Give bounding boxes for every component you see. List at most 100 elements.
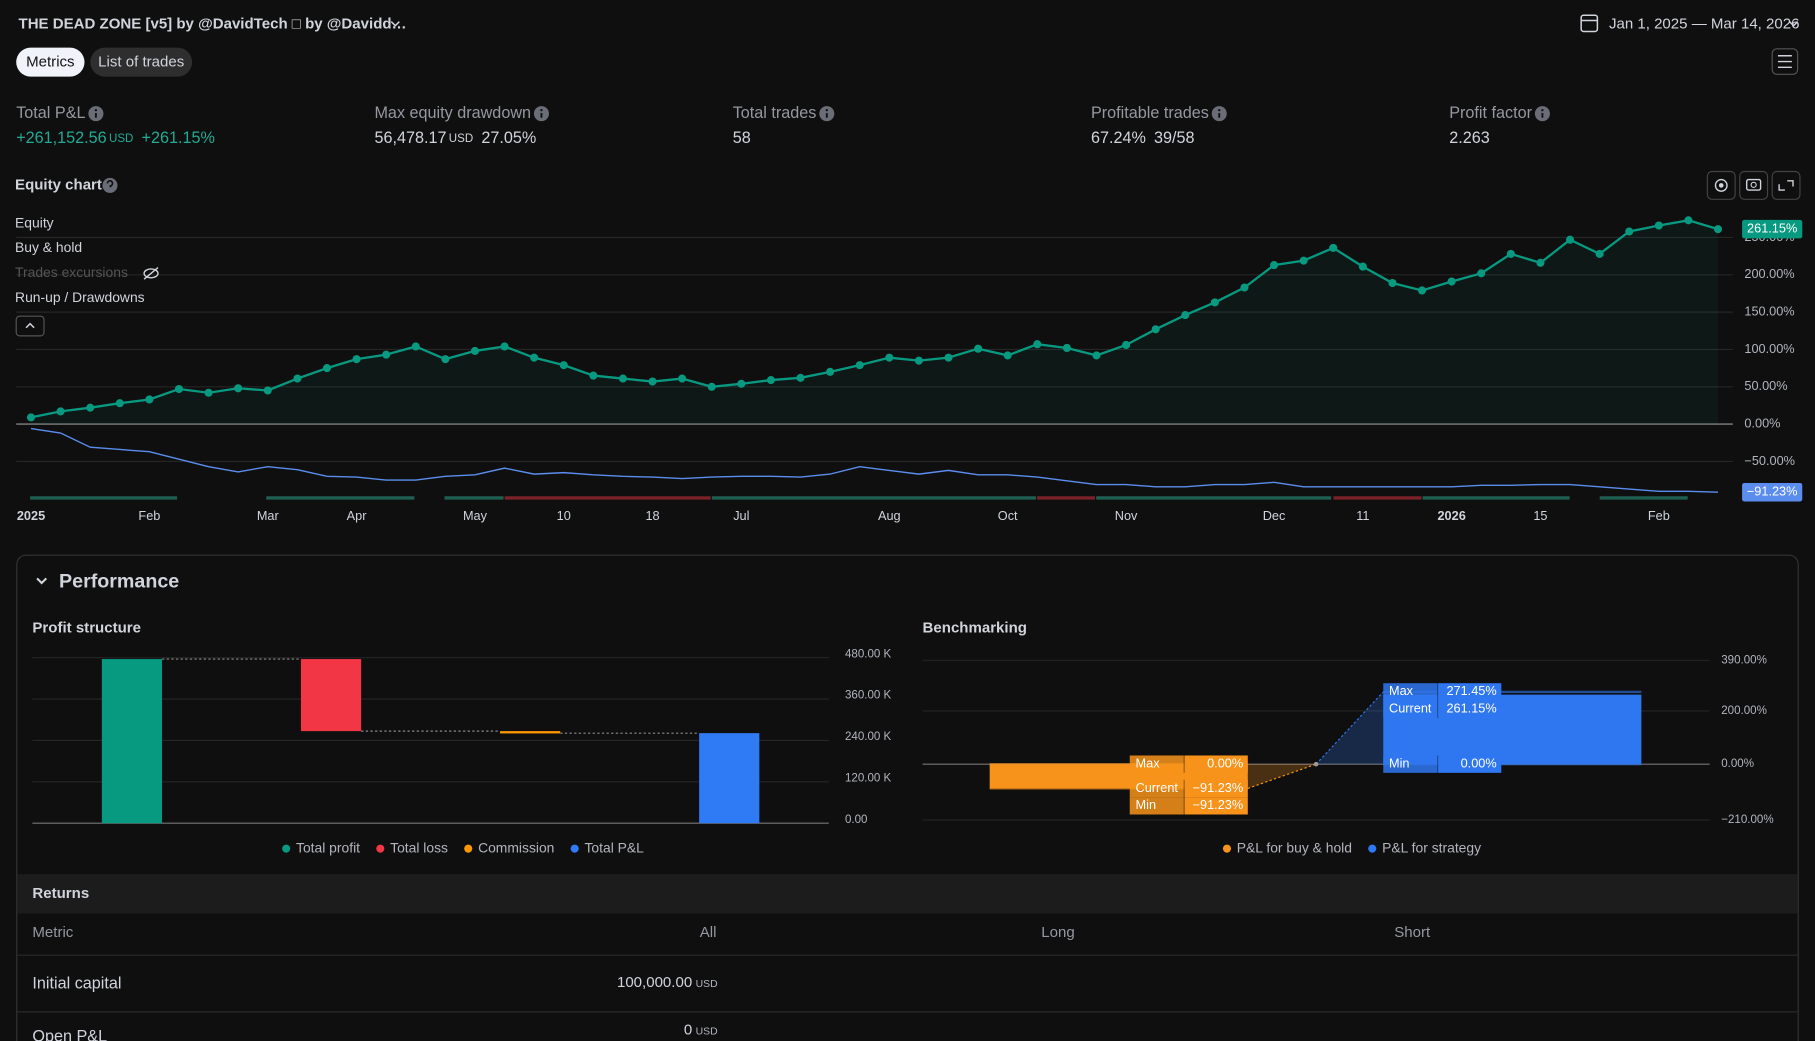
tab[interactable]	[90, 47, 193, 77]
title-chevron[interactable]	[390, 21, 400, 27]
secondary: +261.15%	[142, 129, 215, 147]
stat-value-cell	[1184, 797, 1248, 815]
point	[1447, 277, 1456, 286]
legend-label: Commission	[478, 839, 554, 855]
y-tick-label: 200.00%	[1744, 266, 1794, 281]
tab-label[interactable]: List of trades	[98, 54, 184, 71]
y-tick-label: 360.00 K	[845, 690, 892, 702]
stat-value-cell	[1184, 755, 1248, 773]
legend-label: P&L for strategy	[1382, 839, 1481, 855]
x-tick-label: Nov	[1115, 508, 1138, 523]
bar	[500, 731, 561, 734]
legend-swatch	[1222, 844, 1232, 853]
returns-title: Returns	[32, 885, 89, 902]
metric-value: 2.263	[1449, 129, 1490, 147]
stat-box: Min 0.00%	[1383, 755, 1502, 773]
stat-value-cell	[1437, 755, 1502, 773]
stat-label: Max	[1136, 756, 1161, 771]
legend-label: Total P&L	[584, 839, 644, 855]
y-tick-label: 50.00%	[1744, 378, 1787, 393]
point	[1240, 283, 1249, 292]
x-tick-label: Aug	[878, 508, 901, 523]
metric-label: Total trades	[733, 104, 817, 122]
point	[1181, 311, 1190, 320]
x-tick-label: 2026	[1437, 508, 1465, 523]
date-range[interactable]: Jan 1, 2025 — Mar 14, 2026	[1609, 15, 1800, 32]
point	[796, 373, 805, 382]
stat-value: 0.00%	[1461, 756, 1497, 771]
point	[855, 361, 864, 370]
date-chevron[interactable]	[1789, 21, 1799, 27]
cell-value: 100,000.00	[617, 974, 692, 991]
point	[589, 371, 598, 380]
fullscreen-button[interactable]	[1771, 170, 1801, 200]
tab-active[interactable]	[16, 47, 85, 77]
point	[559, 361, 568, 370]
point	[707, 382, 716, 391]
stat-value: −91.23%	[1193, 797, 1244, 812]
point	[530, 353, 539, 362]
point	[352, 355, 361, 364]
unit: USD	[109, 133, 133, 145]
screenshot-button[interactable]	[1739, 170, 1769, 200]
info-dot	[1218, 108, 1221, 112]
help-icon	[102, 177, 118, 193]
y-tick-label: 0.00%	[1744, 415, 1780, 430]
point	[1003, 351, 1012, 360]
info-dot	[1541, 108, 1544, 112]
point	[1477, 269, 1486, 278]
x-tick-label: Dec	[1263, 508, 1286, 523]
x-tick-label: 11	[1356, 508, 1369, 523]
legend: P&L for buy & hold P&L for strategy	[1222, 839, 1481, 855]
x-tick-label: 18	[645, 508, 659, 523]
x-tick-label: Feb	[1648, 508, 1670, 523]
point	[1092, 351, 1101, 360]
unit: USD	[449, 133, 473, 145]
strategy-title[interactable]: THE DEAD ZONE [v5] by @DavidTech □ by @D…	[19, 15, 407, 32]
menu-button[interactable]	[1771, 48, 1799, 75]
info-icon	[533, 106, 549, 122]
point	[174, 384, 184, 394]
point	[1625, 227, 1634, 236]
metric-value: +261,152.56 USD +261.15%	[16, 129, 215, 147]
legend-label: Trades excursions	[15, 264, 128, 280]
performance-title[interactable]: Performance	[59, 571, 179, 593]
profit-structure-title: Profit structure	[32, 620, 141, 637]
stat-label: Current	[1389, 701, 1432, 716]
legend-label: Total loss	[390, 839, 448, 855]
y-tick-label: −210.00%	[1721, 814, 1773, 826]
performance-chevron[interactable]	[36, 577, 48, 585]
point	[293, 374, 302, 383]
stat-value: 261.15%	[1446, 701, 1496, 716]
min-line	[989, 787, 1248, 790]
chart-settings-button[interactable]	[1706, 170, 1736, 200]
min-line	[1383, 763, 1642, 766]
x-tick-label: Jul	[733, 508, 749, 523]
x-tick-label: May	[463, 508, 488, 523]
x-tick-label: Mar	[257, 508, 280, 523]
point	[1122, 340, 1131, 350]
y-tick-label: −50.00%	[1744, 453, 1795, 468]
metric-label: Total P&L	[16, 104, 85, 122]
calendar-icon[interactable]	[1580, 14, 1599, 33]
benchmarking-title: Benchmarking	[923, 620, 1027, 637]
point	[263, 386, 272, 395]
stat-label: Min	[1136, 797, 1157, 812]
legend: Total profit Total loss Commission Total P&…	[282, 839, 644, 855]
hidden-icon[interactable]	[143, 267, 159, 280]
collapse-legend-button[interactable]	[15, 315, 45, 337]
end-label: 261.15%	[1747, 221, 1797, 236]
y-tick-label: 0.00	[845, 814, 868, 826]
stat-label: Max	[1389, 683, 1414, 698]
point	[1358, 262, 1367, 271]
info-icon	[1534, 106, 1550, 122]
x-tick-label: Oct	[998, 508, 1018, 523]
metric-value: 58	[733, 129, 751, 147]
link-line	[1247, 763, 1317, 789]
point	[56, 407, 65, 416]
stat-value-cell	[1184, 779, 1248, 798]
point	[1654, 221, 1663, 230]
stat-label-cell	[1383, 683, 1438, 701]
point	[1417, 286, 1427, 295]
tab-label[interactable]: Metrics	[26, 54, 74, 71]
